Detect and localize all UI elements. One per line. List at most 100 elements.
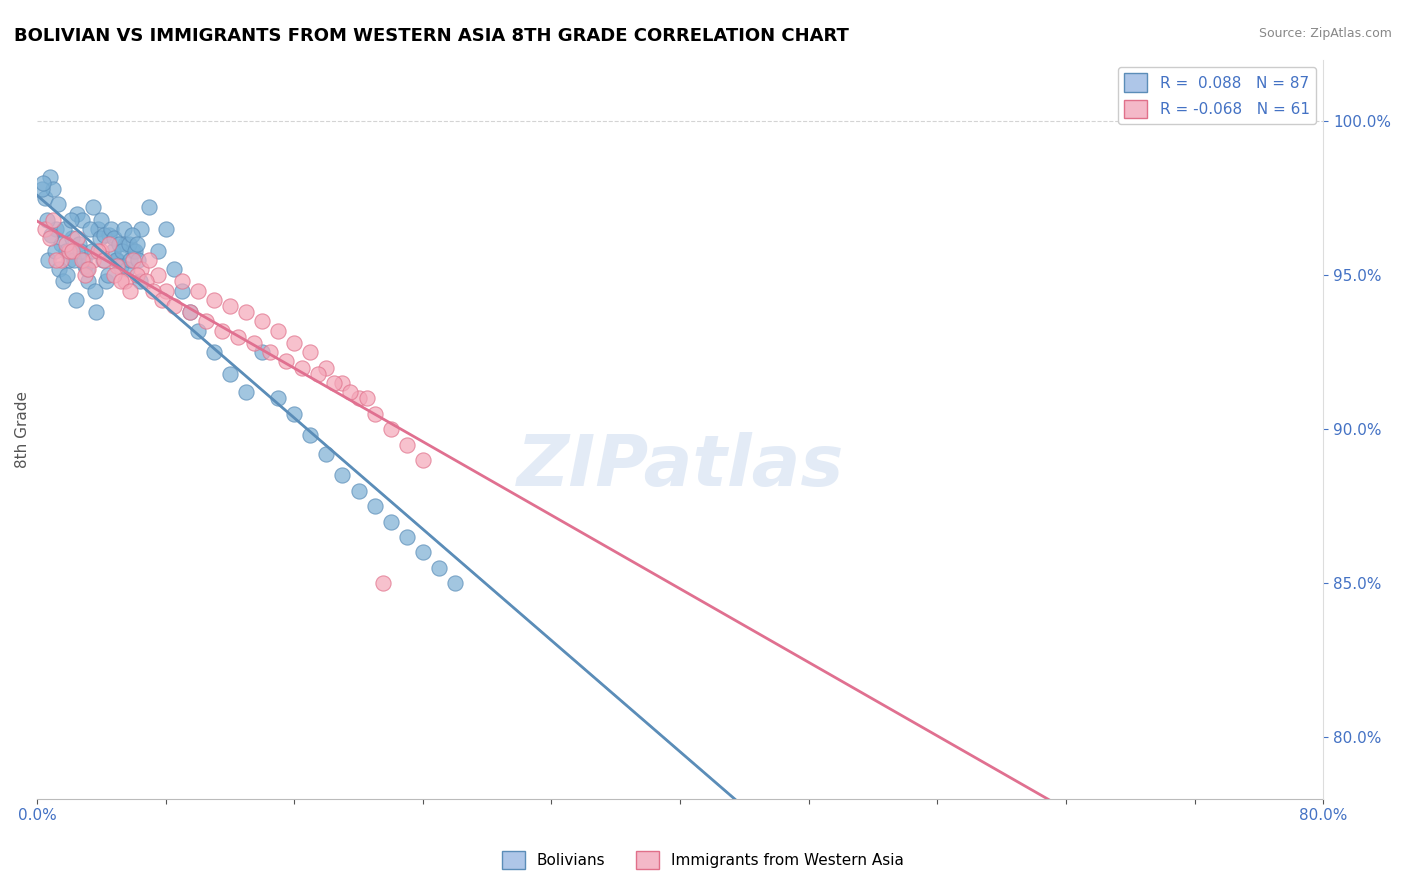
Point <box>104 252 127 267</box>
Point <box>179 305 201 319</box>
Point <box>100 222 122 236</box>
Point <box>55 237 77 252</box>
Point <box>315 360 337 375</box>
Point <box>219 367 242 381</box>
Point <box>235 385 257 400</box>
Point <box>155 284 177 298</box>
Point <box>103 231 125 245</box>
Point <box>76 262 98 277</box>
Point <box>315 447 337 461</box>
Point <box>93 228 115 243</box>
Point <box>412 453 434 467</box>
Point <box>131 262 153 277</box>
Point <box>65 293 87 307</box>
Point <box>371 576 394 591</box>
Point <box>93 252 115 267</box>
Text: Source: ZipAtlas.com: Source: ZipAtlas.com <box>1258 27 1392 40</box>
Point <box>187 284 209 298</box>
Point <box>37 252 59 267</box>
Point <box>138 252 160 267</box>
Point <box>31 182 53 196</box>
Point <box>41 228 63 243</box>
Point <box>162 299 184 313</box>
Point <box>67 237 90 252</box>
Point <box>243 335 266 350</box>
Point <box>42 182 65 196</box>
Point <box>75 259 97 273</box>
Point <box>72 252 94 267</box>
Point <box>162 262 184 277</box>
Point <box>202 293 225 307</box>
Point <box>70 212 93 227</box>
Point <box>120 252 142 267</box>
Point <box>127 252 149 267</box>
Point <box>59 212 82 227</box>
Point <box>45 252 67 267</box>
Point <box>146 244 169 258</box>
Point <box>82 252 104 267</box>
Point <box>90 212 112 227</box>
Point <box>53 222 76 236</box>
Y-axis label: 8th Grade: 8th Grade <box>15 391 30 467</box>
Point <box>103 268 125 283</box>
Point <box>211 324 233 338</box>
Point <box>34 222 56 236</box>
Point <box>146 268 169 283</box>
Point <box>42 212 65 227</box>
Point <box>75 268 97 283</box>
Point <box>60 244 83 258</box>
Point <box>82 201 104 215</box>
Point <box>412 545 434 559</box>
Point <box>38 231 60 245</box>
Point <box>58 244 80 258</box>
Point <box>250 345 273 359</box>
Point <box>58 252 80 267</box>
Point <box>138 201 160 215</box>
Point <box>114 274 136 288</box>
Point <box>170 274 193 288</box>
Point <box>202 345 225 359</box>
Point <box>60 231 83 245</box>
Point <box>80 244 103 258</box>
Point <box>112 222 135 236</box>
Point <box>187 324 209 338</box>
Point <box>66 231 89 245</box>
Point <box>77 262 100 277</box>
Point <box>235 305 257 319</box>
Point <box>111 244 134 258</box>
Point <box>283 335 305 350</box>
Point <box>276 354 298 368</box>
Text: BOLIVIAN VS IMMIGRANTS FROM WESTERN ASIA 8TH GRADE CORRELATION CHART: BOLIVIAN VS IMMIGRANTS FROM WESTERN ASIA… <box>14 27 849 45</box>
Point <box>108 237 131 252</box>
Point <box>356 392 378 406</box>
Point <box>49 237 72 252</box>
Point <box>347 483 370 498</box>
Point <box>427 561 450 575</box>
Point <box>55 244 77 258</box>
Point <box>69 244 91 258</box>
Point <box>34 191 56 205</box>
Point <box>299 428 322 442</box>
Point <box>122 244 145 258</box>
Point <box>83 284 105 298</box>
Legend: Bolivians, Immigrants from Western Asia: Bolivians, Immigrants from Western Asia <box>496 845 910 875</box>
Point <box>179 305 201 319</box>
Point <box>395 530 418 544</box>
Point <box>87 222 110 236</box>
Point <box>395 437 418 451</box>
Point <box>380 515 402 529</box>
Point <box>380 422 402 436</box>
Point <box>283 407 305 421</box>
Point <box>150 293 173 307</box>
Point <box>135 274 157 288</box>
Point <box>32 176 55 190</box>
Point <box>89 231 111 245</box>
Point <box>70 252 93 267</box>
Point <box>114 237 136 252</box>
Point <box>48 262 70 277</box>
Point <box>219 299 242 313</box>
Legend: R =  0.088   N = 87, R = -0.068   N = 61: R = 0.088 N = 87, R = -0.068 N = 61 <box>1118 67 1316 124</box>
Point <box>122 252 145 267</box>
Point <box>91 252 114 267</box>
Point <box>155 222 177 236</box>
